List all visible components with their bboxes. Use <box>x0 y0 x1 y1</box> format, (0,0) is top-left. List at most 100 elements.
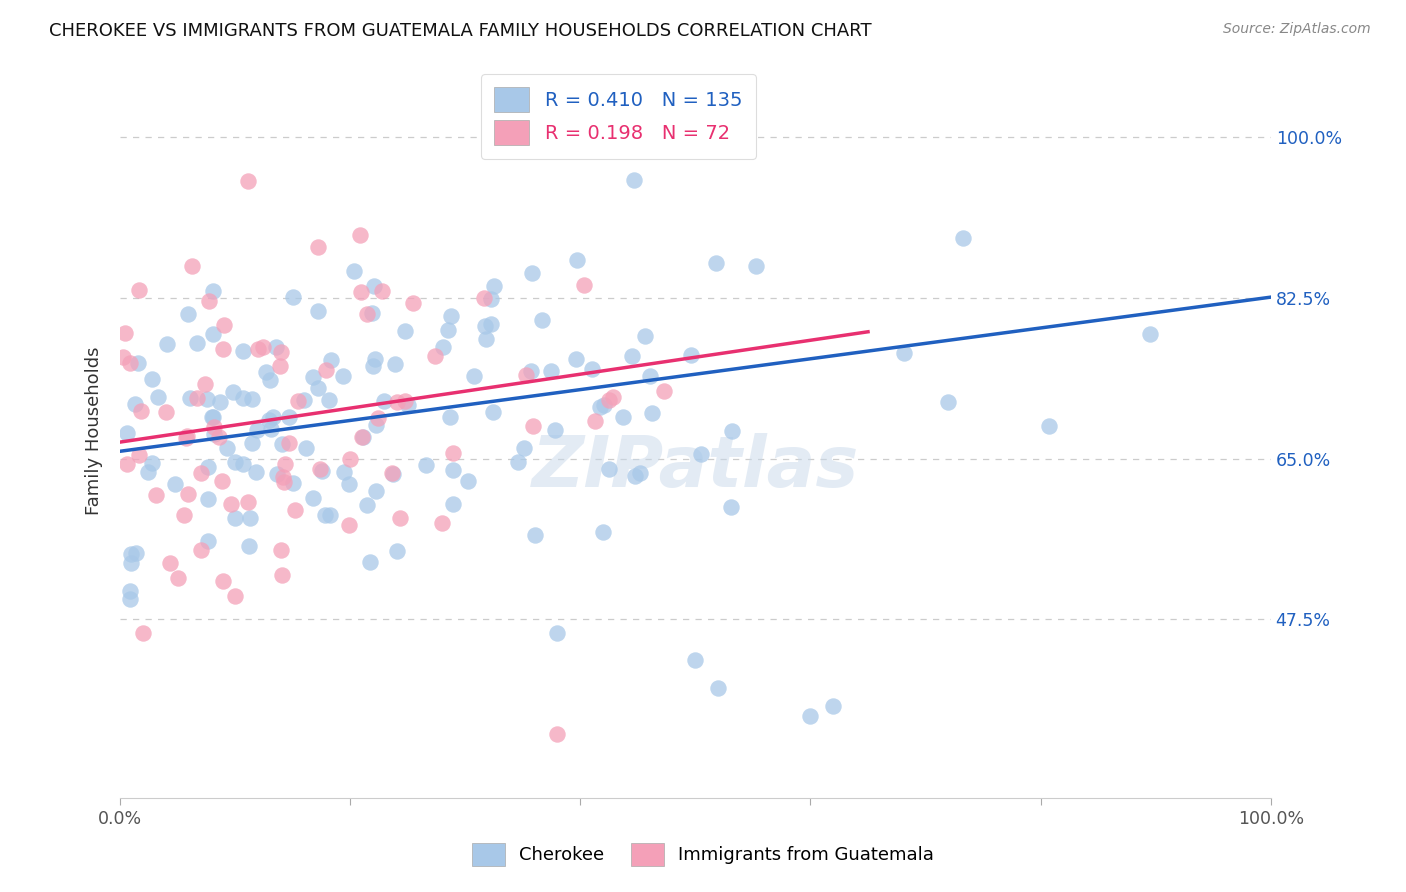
Point <box>212 318 235 332</box>
Point <box>522 419 544 434</box>
Point <box>352 430 374 444</box>
Point <box>120 355 142 369</box>
Point <box>321 352 343 367</box>
Point <box>457 475 479 489</box>
Point <box>127 355 149 369</box>
Point <box>441 463 464 477</box>
Point <box>602 390 624 404</box>
Point <box>287 394 309 409</box>
Point <box>515 368 537 383</box>
Point <box>593 398 616 412</box>
Point <box>519 364 541 378</box>
Point <box>224 589 246 603</box>
Point <box>266 340 288 354</box>
Point <box>361 305 384 319</box>
Point <box>283 476 305 491</box>
Point <box>307 240 329 254</box>
Point <box>120 556 142 570</box>
Point <box>197 459 219 474</box>
Point <box>120 547 142 561</box>
Point <box>236 174 259 188</box>
Point <box>581 361 603 376</box>
Point <box>572 278 595 293</box>
Legend: R = 0.410   N = 135, R = 0.198   N = 72: R = 0.410 N = 135, R = 0.198 N = 72 <box>481 74 756 159</box>
Point <box>382 467 405 481</box>
Point <box>384 357 406 371</box>
Point <box>371 284 394 298</box>
Point <box>186 335 208 350</box>
Point <box>799 708 821 723</box>
Point <box>598 462 620 476</box>
Point <box>186 391 208 405</box>
Point <box>343 263 366 277</box>
Point <box>314 508 336 522</box>
Legend: Cherokee, Immigrants from Guatemala: Cherokee, Immigrants from Guatemala <box>460 830 946 879</box>
Point <box>201 409 224 424</box>
Point <box>441 497 464 511</box>
Text: CHEROKEE VS IMMIGRANTS FROM GUATEMALA FAMILY HOUSEHOLDS CORRELATION CHART: CHEROKEE VS IMMIGRANTS FROM GUATEMALA FA… <box>49 22 872 40</box>
Point <box>389 510 412 524</box>
Point <box>211 343 233 357</box>
Point <box>361 359 384 374</box>
Point <box>952 231 974 245</box>
Point <box>176 431 198 445</box>
Point <box>238 539 260 553</box>
Point <box>690 446 713 460</box>
Point <box>117 425 139 440</box>
Point <box>269 359 291 373</box>
Point <box>201 409 224 424</box>
Point <box>520 266 543 280</box>
Point <box>132 626 155 640</box>
Point <box>679 348 702 362</box>
Point <box>484 279 506 293</box>
Point <box>201 326 224 341</box>
Point <box>252 340 274 354</box>
Point <box>181 259 204 273</box>
Point <box>598 392 620 407</box>
Point <box>432 516 454 530</box>
Point <box>589 401 612 415</box>
Point <box>270 568 292 582</box>
Point <box>277 410 299 425</box>
Point <box>239 510 262 524</box>
Point <box>359 555 381 569</box>
Point <box>201 285 224 299</box>
Point <box>394 393 416 408</box>
Point <box>385 394 408 409</box>
Point <box>893 346 915 360</box>
Point <box>166 571 188 585</box>
Point <box>197 392 219 407</box>
Point <box>506 455 529 469</box>
Point <box>232 391 254 405</box>
Point <box>129 404 152 418</box>
Point <box>301 491 323 506</box>
Point <box>356 307 378 321</box>
Point <box>512 442 534 456</box>
Point <box>155 405 177 419</box>
Point <box>232 344 254 359</box>
Point <box>531 313 554 327</box>
Point <box>224 455 246 469</box>
Point <box>146 390 169 404</box>
Point <box>479 292 502 306</box>
Point <box>128 448 150 462</box>
Point <box>546 727 568 741</box>
Point <box>224 511 246 525</box>
Point <box>217 441 239 455</box>
Point <box>621 350 644 364</box>
Point <box>415 458 437 472</box>
Point <box>236 495 259 509</box>
Point <box>295 441 318 455</box>
Point <box>364 418 387 433</box>
Point <box>474 332 496 346</box>
Point <box>479 317 502 331</box>
Point <box>211 475 233 489</box>
Point <box>583 414 606 428</box>
Point <box>302 369 325 384</box>
Point <box>612 409 634 424</box>
Point <box>197 533 219 548</box>
Point <box>211 574 233 589</box>
Point <box>628 467 651 481</box>
Point <box>721 424 744 438</box>
Point <box>207 430 229 444</box>
